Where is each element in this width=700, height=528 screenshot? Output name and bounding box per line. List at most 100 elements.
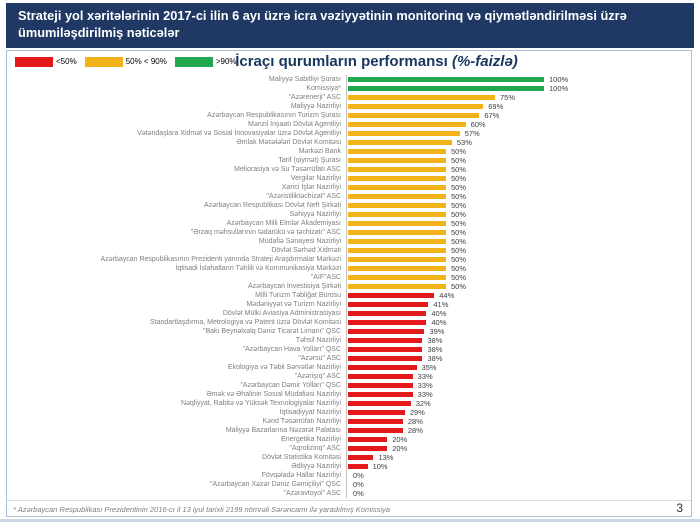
value-label: 67% — [484, 110, 500, 120]
chart-row: Təhsil Nazirliyi 38% — [7, 335, 691, 345]
chart-row: Fövqəladə Hallar Nazirliyi 0% — [7, 470, 691, 480]
category-label: Azərbaycan Respublikası Dövlət Neft Şirk… — [7, 200, 347, 210]
category-label: Azərbaycan Respublikasının Prezidenti ya… — [7, 254, 347, 264]
chart-row: Maliyyə Bazarlarına Nəzarət Palatası 28% — [7, 425, 691, 435]
category-label: Təhsil Nazirliyi — [7, 335, 347, 345]
category-label: İqtisadiyyat Nazirliyi — [7, 407, 347, 417]
value-label: 44% — [439, 290, 455, 300]
chart-header: <50% 50% < 90% >90% İcraçı qurumların perf… — [7, 51, 691, 74]
bar — [348, 463, 368, 469]
bar — [348, 454, 374, 460]
bar — [348, 373, 413, 379]
footer: * Azərbaycan Respublikası Prezidentinin … — [7, 499, 691, 516]
chart-row: "Azərenerji" ASC 75% — [7, 92, 691, 102]
category-label: Dövlət Statistika Komitəsi — [7, 452, 347, 462]
bar — [348, 301, 429, 307]
chart-row: Mədəniyyət və Turizm Nazirliyi 41% — [7, 299, 691, 309]
value-label: 35% — [421, 362, 437, 372]
chart-title-suffix: (%-faizlə) — [451, 52, 518, 70]
bar — [348, 229, 446, 235]
value-label: 50% — [451, 200, 467, 210]
category-label: Nəqliyyat, Rabitə və Yüksək Texnologiyal… — [7, 398, 347, 408]
value-label: 100% — [549, 74, 569, 84]
category-label: Müdafiə Sənayesi Nazirliyi — [7, 236, 347, 246]
chart-row: "Azərbaycan Hava Yolları" QSC 38% — [7, 344, 691, 354]
chart-row: Milli Turizm Təbliğat Bürosu 44% — [7, 290, 691, 300]
chart-row: Kənd Təsərrüfatı Nazirliyi 28% — [7, 416, 691, 426]
category-label: Komissiya* — [7, 83, 347, 93]
legend-label: >90% — [215, 57, 237, 67]
bar — [348, 76, 544, 82]
bar — [348, 364, 417, 370]
chart-row: Standartlaşdırma, Metrologiya və Patent … — [7, 317, 691, 327]
value-label: 33% — [417, 389, 433, 399]
legend-swatch — [84, 56, 123, 67]
bar — [348, 157, 446, 163]
chart-row: "Azəristiliktəchizat" ASC 50% — [7, 191, 691, 201]
value-label: 33% — [417, 380, 433, 390]
category-label: Energetika Nazirliyi — [7, 434, 347, 444]
bar — [348, 355, 423, 361]
chart-row: Dövlət Mülki Aviasiya Administrasiyası 40… — [7, 308, 691, 318]
category-label: Maliyyə Bazarlarına Nəzarət Palatası — [7, 425, 347, 435]
legend-label: 50% < 90% — [125, 57, 167, 67]
value-label: 40% — [431, 308, 447, 318]
value-label: 38% — [427, 335, 443, 345]
chart-row: Meliorasiya və Su Təsərrüfatı ASC 50% — [7, 164, 691, 174]
value-label: 38% — [427, 353, 443, 363]
slide-title: Strateji yol xəritələrinin 2017-ci ilin … — [18, 8, 627, 40]
legend-swatch — [174, 56, 213, 67]
bar — [348, 418, 403, 424]
chart-row: İqtisadi İslahatların Təhlili və Kommuni… — [7, 263, 691, 273]
value-label: 33% — [417, 371, 433, 381]
category-label: Azərbaycan Respublikasının Turizm Şurası — [7, 110, 347, 120]
category-label: "Azəravtoyol" ASC — [7, 488, 347, 498]
bar — [348, 112, 480, 118]
page-number: 3 — [676, 500, 683, 515]
chart-row: Səhiyyə Nazirliyi 50% — [7, 209, 691, 219]
bar — [348, 409, 405, 415]
chart-row: Dövlət Sərhəd Xidməti 50% — [7, 245, 691, 255]
value-label: 53% — [456, 137, 472, 147]
chart-row: "Bakı Beynəlxalq Dəniz Ticarət Limanı" Q… — [7, 326, 691, 336]
bar — [348, 202, 446, 208]
bar-chart: Maliyyə Sabitliyi Şurası 100% Komissiya* 10… — [7, 74, 691, 498]
value-label: 13% — [378, 452, 394, 462]
value-label: 50% — [451, 173, 467, 183]
category-label: "AİF"ASC — [7, 272, 347, 282]
category-label: Fövqəladə Hallar Nazirliyi — [7, 470, 347, 480]
bar — [348, 346, 423, 352]
chart-row: Azərbaycan Respublikasının Prezidenti ya… — [7, 254, 691, 264]
value-label: 50% — [451, 245, 467, 255]
value-label: 57% — [464, 128, 480, 138]
legend-label: <50% — [56, 57, 77, 67]
chart-row: "Azərişıq" ASC 33% — [7, 371, 691, 381]
category-label: Vergilər Nazirliyi — [7, 173, 347, 183]
bar — [348, 184, 446, 190]
legend-swatch — [15, 56, 53, 67]
chart-row: Energetika Nazirliyi 20% — [7, 434, 691, 444]
value-label: 39% — [429, 326, 445, 336]
category-label: "Azəristiliktəchizat" ASC — [7, 191, 347, 201]
chart-row: Mənzil İnşaatı Dövlət Agentliyi 60% — [7, 119, 691, 129]
bar — [348, 175, 446, 181]
footnote: * Azərbaycan Respublikası Prezidentinin … — [13, 504, 390, 514]
slide-bottom-edge — [0, 518, 700, 522]
slide-title-bar: Strateji yol xəritələrinin 2017-ci ilin … — [6, 3, 694, 48]
category-label: Maliyyə Nazirliyi — [7, 101, 347, 111]
chart-panel: <50% 50% < 90% >90% İcraçı qurumların perf… — [6, 49, 692, 517]
chart-title: İcraçı qurumların performansı (%-faizlə) — [229, 53, 524, 70]
value-label: 50% — [451, 164, 467, 174]
value-label: 75% — [500, 92, 516, 102]
value-label: 0% — [353, 488, 364, 498]
category-label: Mərkəzi Bank — [7, 146, 347, 156]
value-label: 60% — [470, 119, 486, 129]
category-label: Meliorasiya və Su Təsərrüfatı ASC — [7, 164, 347, 174]
chart-row: Maliyyə Sabitliyi Şurası 100% — [7, 74, 691, 84]
category-label: Səhiyyə Nazirliyi — [7, 209, 347, 219]
chart-row: Azərbaycan İnvestisiya Şirkəti 50% — [7, 281, 691, 291]
value-label: 28% — [407, 425, 423, 435]
chart-row: "Azəravtoyol" ASC 0% — [7, 488, 691, 498]
category-label: Xarici İşlər Nazirliyi — [7, 182, 347, 192]
slide: Strateji yol xəritələrinin 2017-ci ilin … — [0, 3, 700, 528]
